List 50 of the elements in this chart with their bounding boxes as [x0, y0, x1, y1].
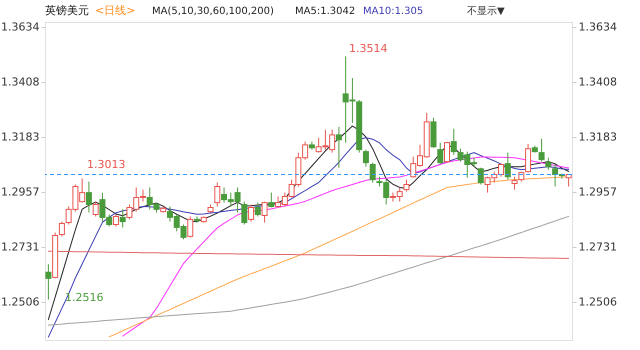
candlestick: [241, 201, 248, 225]
y2-tick-label: 1.2957: [578, 186, 617, 199]
candlestick: [262, 201, 268, 224]
y2-tick-label: 1.3408: [578, 76, 617, 89]
candlestick: [58, 221, 65, 237]
candlestick: [450, 128, 457, 156]
y-tick-label: 1.2506: [1, 295, 40, 308]
candlestick: [525, 143, 532, 174]
annotation: 1.3013: [87, 158, 126, 171]
candlestick: [437, 142, 444, 164]
candlestick: [214, 182, 220, 207]
candlestick: [268, 192, 274, 208]
candlestick: [45, 264, 52, 300]
candlestick: [545, 157, 552, 170]
candlestick: [336, 126, 342, 168]
chart-subtitle: <日线>: [95, 4, 136, 17]
candlestick: [112, 214, 119, 227]
candlestick: [120, 208, 126, 228]
y-tick-label: 1.3634: [1, 20, 40, 34]
candlestick: [504, 152, 511, 180]
line-series: [48, 250, 570, 259]
y2-tick-label: 1.2731: [578, 240, 617, 254]
candlestick: [248, 204, 254, 222]
y-tick-label: 1.3408: [1, 76, 40, 89]
candlestick: [362, 149, 369, 168]
y2-tick-label: 1.2506: [578, 295, 617, 308]
chart-title: 英镑美元: [45, 4, 89, 17]
y2-tick-label: 1.3634: [578, 20, 617, 34]
y-tick-label: 1.3183: [1, 130, 40, 144]
candlestick: [512, 176, 518, 190]
candlestick: [444, 141, 450, 164]
text: MA5:1.3042: [295, 6, 356, 17]
y-tick-label: 1.2731: [1, 240, 40, 254]
text: MA(5,10,30,60,100,200): [152, 6, 274, 17]
candlestick: [478, 167, 484, 186]
text: MA10:1.305: [363, 6, 424, 17]
candlestick: [538, 138, 545, 162]
candlestick: [370, 162, 376, 184]
candlestick: [498, 163, 504, 178]
candlestick: [187, 216, 194, 238]
candlestick: [254, 202, 261, 217]
y-tick-label: 1.2957: [1, 186, 40, 199]
candlestick: [92, 201, 99, 217]
annotation: 1.3514: [349, 42, 388, 55]
y2-tick-label: 1.3183: [578, 130, 617, 144]
candlestick: [86, 181, 92, 214]
candlestick: [552, 164, 558, 187]
candlestick: [403, 179, 410, 192]
line-series: [48, 216, 570, 326]
text: 不显示▼: [467, 6, 505, 17]
